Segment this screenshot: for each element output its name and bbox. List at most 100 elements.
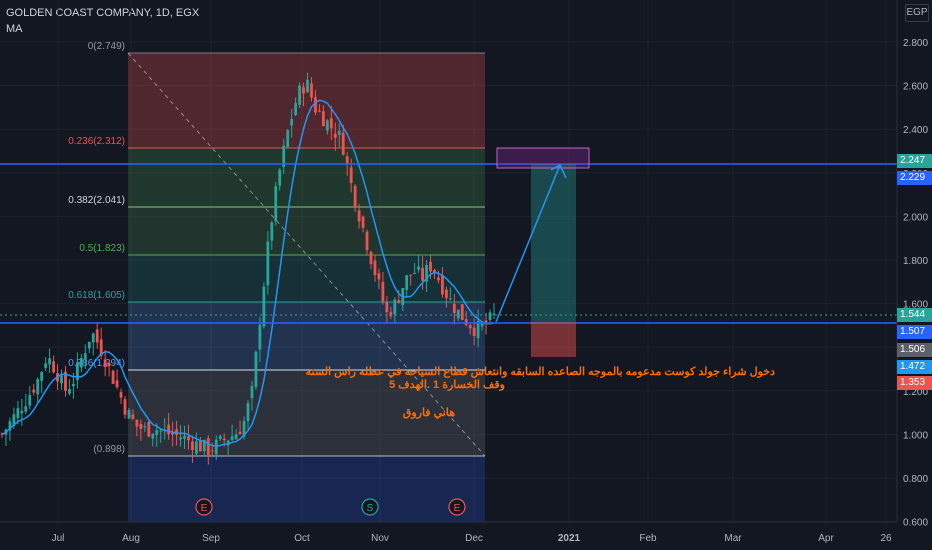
y-tick-10: 0.800: [903, 474, 928, 485]
candle-27: [107, 363, 111, 366]
fib-label-0: 0(2.749): [88, 41, 125, 52]
candle-118: [468, 325, 472, 329]
candle-21: [83, 353, 87, 360]
x-tick-1: Aug: [122, 533, 140, 544]
candle-19: [75, 362, 79, 381]
candle-23: [91, 333, 95, 343]
candle-103: [409, 274, 413, 276]
indicator-label[interactable]: MA: [6, 23, 23, 35]
annotation-2: وقف الخسارة 1 .الهدف 5: [389, 379, 505, 391]
candle-8: [32, 389, 36, 393]
candle-68: [270, 222, 274, 241]
candle-52: [206, 438, 210, 455]
candle-34: [135, 419, 139, 427]
candle-120: [476, 320, 480, 339]
y-tick-6: 1.600: [903, 300, 928, 311]
candle-83: [329, 118, 333, 129]
candle-121: [480, 323, 484, 327]
y-tick-9: 1.000: [903, 430, 928, 441]
candle-7: [28, 394, 32, 406]
candle-17: [68, 389, 71, 394]
candle-29: [115, 380, 119, 388]
candle-2: [8, 421, 12, 431]
event-split[interactable]: S: [361, 498, 379, 516]
candle-39: [155, 430, 159, 435]
candle-72: [286, 130, 290, 147]
candle-47: [187, 436, 190, 441]
candle-88: [349, 167, 353, 184]
x-tick-7: Feb: [639, 533, 657, 544]
candle-11: [44, 363, 48, 368]
candle-38: [151, 433, 155, 439]
candle-117: [464, 319, 468, 325]
candle-92: [365, 231, 369, 251]
candle-5: [20, 411, 24, 414]
chart-title: GOLDEN COAST COMPANY, 1D, EGX: [6, 7, 200, 19]
price-tag-2229: 2.229: [897, 171, 932, 185]
candle-96: [381, 282, 385, 302]
candle-45: [179, 437, 182, 440]
candle-66: [262, 286, 266, 327]
candle-53: [210, 450, 214, 452]
candle-104: [413, 272, 417, 274]
candle-112: [444, 289, 448, 299]
candle-63: [250, 385, 254, 399]
candle-61: [242, 421, 246, 437]
candle-114: [452, 303, 456, 314]
svg-text:E: E: [201, 503, 208, 514]
candle-58: [230, 436, 234, 440]
candle-30: [119, 392, 123, 398]
candle-42: [167, 424, 171, 435]
stop-zone: [531, 322, 576, 357]
annotation-3: هاني فاروق: [403, 407, 455, 420]
candle-15: [60, 375, 63, 384]
fib-label-4: 0.618(1.605): [68, 290, 125, 301]
event-earnings-1[interactable]: E: [195, 498, 213, 516]
candle-77: [306, 79, 309, 93]
candle-76: [302, 87, 305, 94]
candle-75: [298, 85, 301, 105]
fib-zone-2: [128, 207, 485, 255]
price-tag-1507: 1.507: [897, 325, 932, 339]
candle-106: [421, 267, 424, 281]
candle-90: [357, 210, 361, 222]
candle-54: [214, 439, 218, 455]
event-earnings-2[interactable]: E: [448, 498, 466, 516]
candle-26: [103, 359, 107, 368]
price-axis[interactable]: 2.8002.6002.4002.2002.0001.8001.6001.400…: [903, 38, 928, 529]
candle-12: [48, 358, 52, 365]
x-tick-6: 2021: [558, 533, 581, 544]
y-tick-1: 2.600: [903, 82, 928, 93]
candle-22: [87, 341, 91, 349]
fib-zone-0: [128, 53, 485, 148]
fib-label-2: 0.382(2.041): [68, 195, 125, 206]
candle-94: [373, 260, 377, 276]
candle-6: [24, 406, 28, 412]
price-tag-1544: 1.544: [897, 308, 932, 322]
fib-label-6: (0.898): [93, 444, 125, 455]
candle-36: [143, 426, 147, 428]
x-tick-9: Apr: [818, 533, 834, 544]
y-tick-8: 1.200: [903, 387, 928, 398]
time-axis[interactable]: Jul Aug Sep Oct Nov Dec 2021 Feb Mar Apr 26: [52, 533, 892, 544]
candle-113: [448, 298, 452, 300]
candle-4: [16, 408, 20, 418]
candle-16: [64, 371, 67, 391]
candle-100: [397, 300, 401, 303]
candle-69: [274, 186, 278, 222]
fib-label-1: 0.236(2.312): [68, 136, 125, 147]
candle-89: [353, 185, 357, 208]
candle-93: [369, 251, 373, 265]
candle-84: [333, 133, 337, 138]
candle-99: [393, 299, 397, 315]
candle-119: [472, 327, 476, 337]
candle-62: [246, 403, 250, 422]
target-box: [496, 147, 590, 169]
candle-55: [218, 435, 222, 440]
candle-91: [361, 216, 365, 228]
currency-label: EGP: [905, 4, 929, 22]
candle-81: [321, 111, 325, 127]
svg-text:E: E: [454, 503, 461, 514]
candle-78: [310, 83, 313, 98]
